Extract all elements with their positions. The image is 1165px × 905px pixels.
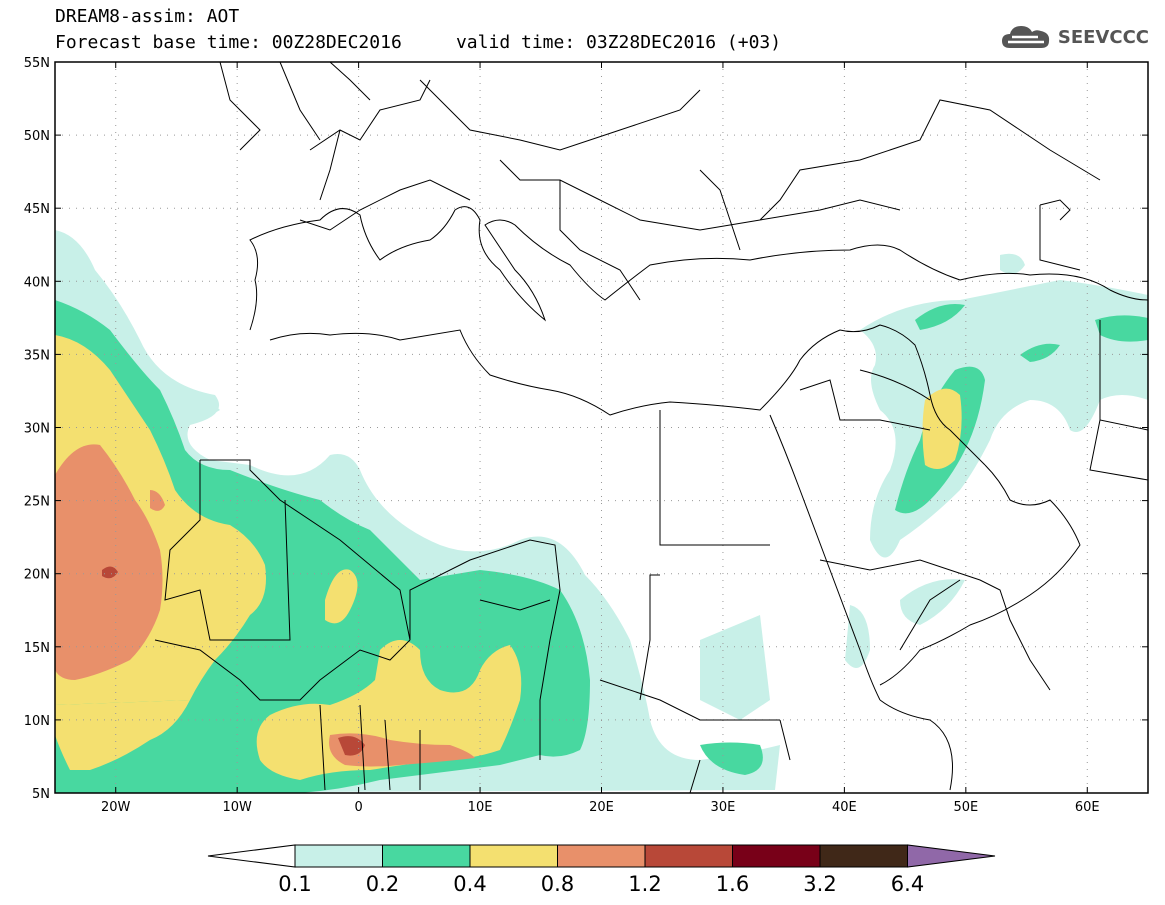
lat-label: 45N (24, 202, 50, 217)
aot-band-1-2 (102, 566, 365, 756)
colorbar-label: 3.2 (803, 872, 836, 896)
lat-label: 5N (32, 787, 50, 802)
colorbar-segment (469, 844, 558, 868)
lat-label: 15N (24, 641, 50, 656)
lon-label: 10E (468, 800, 493, 815)
lon-label: 20W (101, 800, 131, 815)
lon-label: 50E (953, 800, 978, 815)
colorbar-under-triangle (207, 844, 296, 868)
aot-shading (55, 230, 1148, 793)
lat-label: 55N (24, 56, 50, 71)
latitude-labels: 55N 50N 45N 40N 35N 30N 25N 20N 15N 10N 5N (24, 56, 1148, 802)
lat-label: 25N (24, 495, 50, 510)
longitude-labels: 20W 10W 0 10E 20E 30E 40E 50E 60E (101, 62, 1100, 815)
colorbar-segment (732, 844, 821, 868)
colorbar-label: 0.8 (541, 872, 574, 896)
lon-label: 30E (711, 800, 736, 815)
colorbar-label: 6.4 (891, 872, 924, 896)
colorbar-segment (382, 844, 471, 868)
lat-label: 40N (24, 275, 50, 290)
colorbar-label: 1.2 (628, 872, 661, 896)
lat-label: 50N (24, 129, 50, 144)
lon-label: 10W (222, 800, 252, 815)
lat-label: 30N (24, 422, 50, 437)
colorbar-over-triangle (907, 844, 996, 868)
logo: SEEVCCC (1000, 22, 1149, 52)
lat-label: 10N (24, 714, 50, 729)
graticule (55, 62, 1148, 793)
logo-text: SEEVCCC (1057, 26, 1149, 48)
lon-label: 0 (354, 800, 362, 815)
cloud-icon (1001, 26, 1049, 48)
colorbar-labels: 0.1 0.2 0.4 0.8 1.2 1.6 3.2 6.4 (278, 872, 924, 896)
title-forecast-times: Forecast base time: 00Z28DEC2016 valid t… (55, 32, 782, 53)
colorbar-label: 0.2 (366, 872, 399, 896)
colorbar-segment (557, 844, 646, 868)
colorbar-label: 1.6 (716, 872, 749, 896)
colorbar-segment (819, 844, 908, 868)
country-boundaries (154, 62, 1148, 793)
title-variable: DREAM8-assim: AOT (55, 6, 240, 27)
colorbar-segment (294, 844, 383, 868)
colorbar-label: 0.4 (453, 872, 486, 896)
lon-label: 40E (832, 800, 857, 815)
colorbar (207, 844, 996, 868)
colorbar-segment (644, 844, 733, 868)
aot-band-0-8 (55, 444, 475, 767)
lat-label: 20N (24, 568, 50, 583)
colorbar-label: 0.1 (278, 872, 311, 896)
lon-label: 20E (589, 800, 614, 815)
lat-label: 35N (24, 348, 50, 363)
lon-label: 60E (1075, 800, 1100, 815)
